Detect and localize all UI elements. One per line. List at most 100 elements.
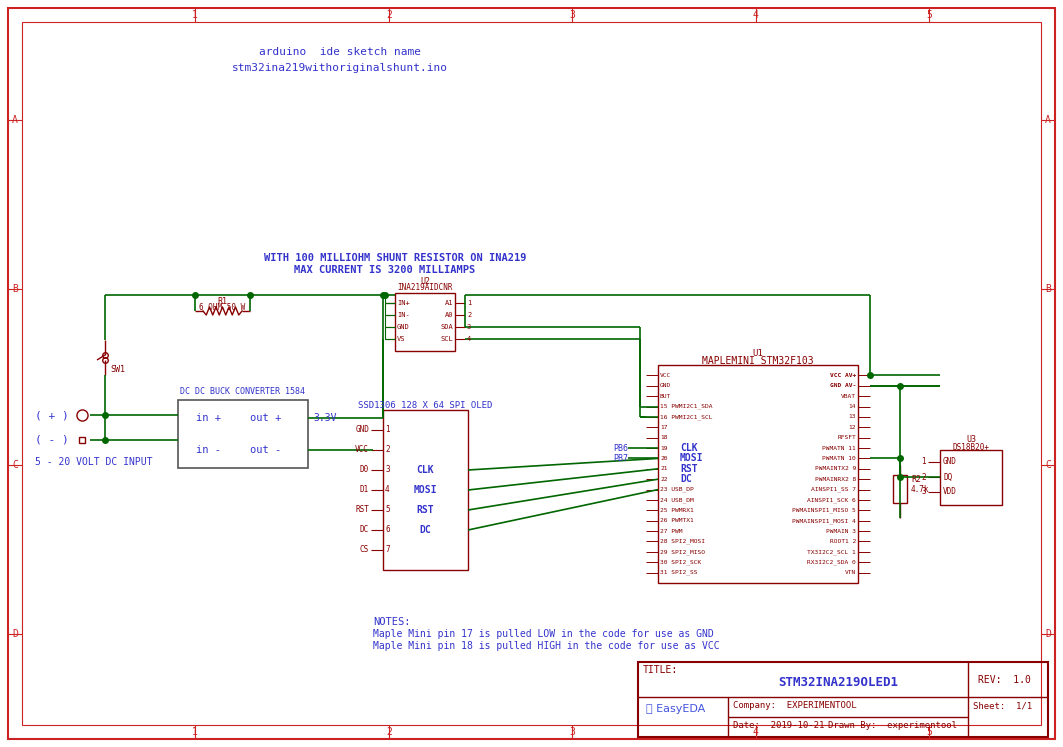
Text: U2: U2 [420,276,431,285]
Text: 3: 3 [570,727,575,737]
Text: 3: 3 [385,465,390,474]
Text: Drawn By:  experimentool: Drawn By: experimentool [828,721,957,730]
Text: PB6: PB6 [613,444,628,453]
Text: 25 PWMRX1: 25 PWMRX1 [660,508,694,513]
Text: 13: 13 [848,415,856,419]
Text: PWMAINTX2 9: PWMAINTX2 9 [814,466,856,471]
Text: D: D [1045,629,1051,639]
Bar [178,400,308,468]
Text: 6: 6 [385,525,390,535]
Text: 1: 1 [922,457,926,466]
Text: ( + ): ( + ) [35,410,69,420]
Text: 22: 22 [660,477,668,482]
Text: out +: out + [250,413,282,423]
Text: DC DC BUCK CONVERTER 1584: DC DC BUCK CONVERTER 1584 [181,388,305,397]
Bar [395,293,455,351]
Text: A0: A0 [444,312,453,318]
Text: ROOT1 2: ROOT1 2 [830,539,856,544]
Text: Company:  EXPERIMENTOOL: Company: EXPERIMENTOOL [733,701,857,710]
Text: U3: U3 [966,436,976,444]
Text: IN-: IN- [396,312,409,318]
Text: VTN: VTN [845,570,856,575]
Text: PWMAINSPI1_MISO 5: PWMAINSPI1_MISO 5 [792,507,856,513]
Text: C: C [1045,460,1051,470]
Text: CS: CS [359,545,369,554]
Text: 15 PWMI2C1_SDA: 15 PWMI2C1_SDA [660,403,712,409]
Text: in -: in - [196,445,221,455]
Text: U1: U1 [753,349,763,358]
Text: 4: 4 [385,486,390,495]
Text: RX3I2C2_SDA 0: RX3I2C2_SDA 0 [807,560,856,565]
Text: 2: 2 [386,10,392,20]
Text: C: C [12,460,18,470]
Text: PWMAINSPI1_MOSI 4: PWMAINSPI1_MOSI 4 [792,518,856,524]
Text: 17: 17 [660,425,668,430]
Text: 20: 20 [660,456,668,461]
Text: SW1: SW1 [109,365,125,374]
Text: SCL: SCL [440,336,453,342]
Text: BUT: BUT [660,394,671,399]
Text: AINSPI1_SCK 6: AINSPI1_SCK 6 [807,498,856,503]
Text: 26 PWMTX1: 26 PWMTX1 [660,518,694,523]
Text: 16 PWMI2C1_SCL: 16 PWMI2C1_SCL [660,414,712,420]
Bar [658,365,858,583]
Text: 5: 5 [385,506,390,515]
Text: 14: 14 [848,404,856,409]
Text: 4: 4 [467,336,471,342]
Text: B: B [1045,284,1051,294]
Text: RST: RST [355,506,369,515]
Text: MAX CURRENT IS 3200 MILLIAMPS: MAX CURRENT IS 3200 MILLIAMPS [294,265,475,275]
Text: Sheet:  1/1: Sheet: 1/1 [973,701,1032,710]
Text: SDA: SDA [440,324,453,330]
Text: 3: 3 [467,324,471,330]
Text: 2: 2 [467,312,471,318]
Text: 3: 3 [570,10,575,20]
Text: 1: 1 [192,727,198,737]
Text: WITH 100 MILLIOHM SHUNT RESISTOR ON INA219: WITH 100 MILLIOHM SHUNT RESISTOR ON INA2… [264,253,526,263]
Text: MOSI: MOSI [414,485,437,495]
Text: Date:  2019-10-21: Date: 2019-10-21 [733,721,825,730]
Text: Maple Mini pin 17 is pulled LOW in the code for use as GND: Maple Mini pin 17 is pulled LOW in the c… [373,629,713,639]
Text: 4.7k: 4.7k [911,485,929,494]
Text: PWMATN 11: PWMATN 11 [823,445,856,450]
Text: 28 SPI2_MOSI: 28 SPI2_MOSI [660,539,705,545]
Bar [893,475,907,503]
Text: CLK: CLK [680,443,697,453]
Text: PWMAINRX2 8: PWMAINRX2 8 [814,477,856,482]
Text: PWMAIN 3: PWMAIN 3 [826,529,856,533]
Text: PB7: PB7 [613,454,628,463]
Text: RST: RST [417,505,435,515]
Text: GND AV-: GND AV- [830,383,856,388]
Text: 6 OHM 50 W: 6 OHM 50 W [200,303,246,311]
Text: GND: GND [943,457,957,466]
Text: IN+: IN+ [396,300,409,306]
Text: 27 PWM: 27 PWM [660,529,682,533]
Text: DC: DC [420,525,432,535]
Text: 3: 3 [922,488,926,497]
Text: Maple Mini pin 18 is pulled HIGH in the code for use as VCC: Maple Mini pin 18 is pulled HIGH in the … [373,641,720,651]
Text: 24 USB_DM: 24 USB_DM [660,498,694,503]
Bar [940,450,1002,505]
Text: VCC AV+: VCC AV+ [830,373,856,378]
Text: DC: DC [680,474,692,484]
Text: CLK: CLK [417,465,435,475]
Text: MAPLEMINI STM32F103: MAPLEMINI STM32F103 [703,356,814,366]
Text: R1: R1 [218,297,227,306]
Text: REV:  1.0: REV: 1.0 [978,675,1031,685]
Text: VS: VS [396,336,405,342]
Text: 1: 1 [385,426,390,435]
Text: INA219AIDCNR: INA219AIDCNR [398,284,453,293]
Text: 29 SPI2_MISO: 29 SPI2_MISO [660,549,705,555]
Text: VBAT: VBAT [841,394,856,399]
Text: 5: 5 [926,727,932,737]
Text: ⓔ EasyEDA: ⓔ EasyEDA [646,704,705,714]
Bar [638,662,1048,737]
Text: B: B [12,284,18,294]
Text: A1: A1 [444,300,453,306]
Text: 7: 7 [385,545,390,554]
Bar [383,410,468,570]
Text: 2: 2 [922,473,926,482]
Text: GND: GND [660,383,671,388]
Text: arduino  ide sketch name: arduino ide sketch name [259,47,421,57]
Text: 18: 18 [660,436,668,440]
